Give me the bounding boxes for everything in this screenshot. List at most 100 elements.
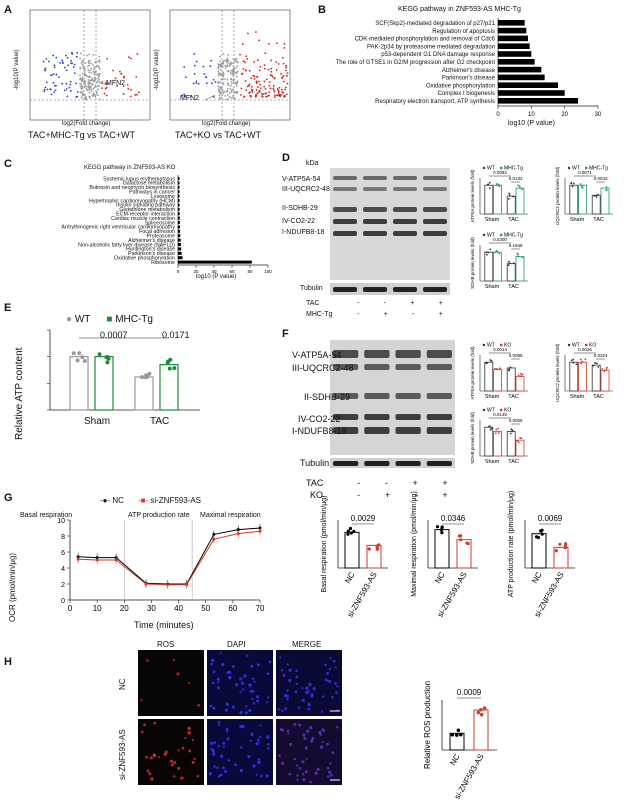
kegg-c-category: Parkinson's disease xyxy=(128,251,175,257)
blot-band xyxy=(363,176,387,180)
volcano-point-up xyxy=(241,72,244,75)
volcano-point-up xyxy=(129,95,132,98)
volcano-point-ns xyxy=(226,98,229,101)
quant-point xyxy=(488,425,490,428)
volcano-point-ns xyxy=(233,60,236,63)
volcano1-gene-label: MFN2 xyxy=(106,80,126,87)
volcano-point-up xyxy=(251,91,254,93)
atp-point xyxy=(80,355,85,360)
volcano-point-up xyxy=(248,84,250,87)
quant-point xyxy=(495,184,498,187)
cell-nucleus xyxy=(324,663,327,667)
volcano-point-ns xyxy=(219,81,222,84)
volcano-point-ns xyxy=(80,96,83,99)
volcano-point-ns xyxy=(97,64,100,67)
volcano-point-up xyxy=(272,89,275,92)
band-label-f-4: IV-CO2-22 xyxy=(298,414,341,424)
kegg-c-category: Lysosome xyxy=(151,194,175,200)
cell-nucleus xyxy=(286,729,290,733)
ros-point xyxy=(479,707,483,712)
blot-band xyxy=(395,350,421,358)
volcano-point-ns xyxy=(232,58,235,60)
volcano-point-ns xyxy=(97,88,99,91)
cell-nucleus xyxy=(231,665,235,669)
cell-nucleus xyxy=(326,742,329,746)
kegg-b-category: p53-dependent G1 DNA damage response xyxy=(381,52,495,58)
volcano-point-down xyxy=(65,69,68,72)
quant-p-value: 0.0095 xyxy=(509,353,523,358)
volcano-point-ns xyxy=(80,61,83,64)
volcano-point-ns xyxy=(89,79,91,82)
quant-point xyxy=(508,262,511,265)
atp-point xyxy=(75,358,80,363)
quant-bar xyxy=(600,187,610,215)
cell-nucleus xyxy=(252,764,256,768)
g-point xyxy=(349,531,353,535)
cell-nucleus xyxy=(251,697,254,701)
volcano-point-up xyxy=(255,31,257,33)
quant-bar xyxy=(484,361,494,392)
volcano-point-ns xyxy=(229,88,232,90)
volcano-point-ns xyxy=(87,60,90,62)
volcano-point-ns xyxy=(92,53,95,56)
cell-nucleus xyxy=(173,761,177,765)
cell-nucleus xyxy=(170,763,174,767)
volcano-point-ns xyxy=(229,63,232,66)
volcano-point-down xyxy=(57,76,60,79)
volcano1-xlabel: log2(Fold change) xyxy=(62,121,111,127)
atp-point xyxy=(105,360,110,365)
g-point xyxy=(539,529,543,533)
volcano-point-ns xyxy=(220,96,223,99)
volcano-point-ns xyxy=(96,85,99,87)
volcano-point-down xyxy=(195,60,198,63)
blot-band xyxy=(426,427,452,434)
row-nc: NC xyxy=(118,678,127,690)
kegg-c-bar xyxy=(178,256,183,260)
quant-bar xyxy=(600,369,610,392)
quant-point xyxy=(601,368,604,370)
quant-p-value: 0.0071 xyxy=(578,170,592,175)
volcano-point-up xyxy=(282,74,285,77)
quant-point xyxy=(519,437,521,439)
blot-band xyxy=(333,176,357,180)
mhc-label-d: MHC-Tg xyxy=(306,311,333,318)
cell-nucleus xyxy=(266,701,269,704)
volcano-point-up xyxy=(242,60,245,63)
volcano-point-ns xyxy=(83,83,86,86)
volcano-point-up xyxy=(280,93,283,96)
ocr-point xyxy=(236,532,240,536)
volcano-point-ns xyxy=(87,61,90,64)
cell-nucleus xyxy=(225,702,229,706)
kegg-c-bar xyxy=(178,181,180,185)
ros-point xyxy=(456,728,461,733)
cell-nucleus xyxy=(311,737,315,741)
g-point xyxy=(458,534,463,538)
volcano-point-down xyxy=(193,64,196,67)
volcano-point-up xyxy=(265,95,267,98)
volcano-point-ns xyxy=(230,89,233,92)
volcano-point-up xyxy=(278,93,281,96)
blot-band xyxy=(395,393,421,399)
volcano-point-ns xyxy=(83,67,86,70)
volcano-point-down xyxy=(190,95,192,98)
quant-group-label: TAC xyxy=(508,394,519,400)
g-point xyxy=(554,549,558,553)
volcano-point-down xyxy=(65,88,68,90)
volcano-point-ns xyxy=(98,72,101,75)
g-point xyxy=(346,529,350,533)
kegg-c-category: Insulin signaling pathway xyxy=(116,203,175,209)
volcano-point-up xyxy=(281,77,284,79)
cell-nucleus xyxy=(320,710,324,713)
volcano-point-ns xyxy=(97,94,99,97)
volcano-point-ns xyxy=(221,88,224,91)
volcano-point-ns xyxy=(224,67,227,69)
g-xcat: NC xyxy=(530,570,544,585)
band-label-d-3: II-SDHB-29 xyxy=(282,205,318,212)
volcano-point-up xyxy=(282,56,284,59)
cell-nucleus xyxy=(327,775,330,778)
cell-nucleus xyxy=(221,663,225,667)
volcano-point-ns xyxy=(96,81,99,84)
g-ylabel: Maximal respiration (pmol/min/μg) xyxy=(411,491,418,597)
cell-nucleus xyxy=(288,772,292,776)
